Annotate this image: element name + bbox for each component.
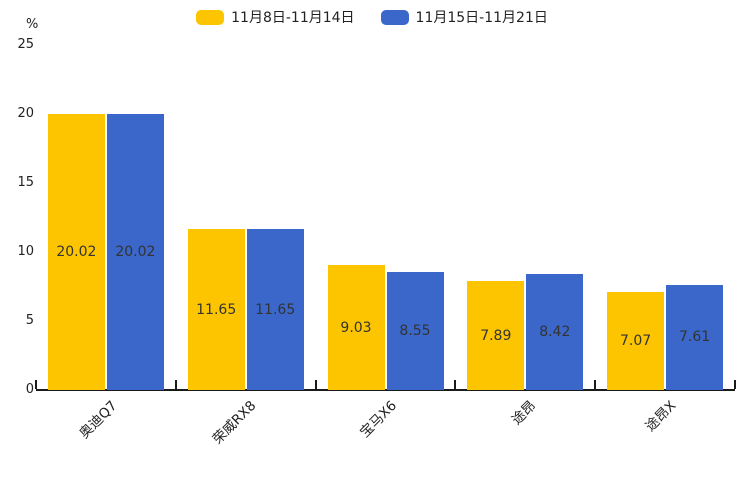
bar-series1-5[interactable]: 7.07 (607, 292, 665, 390)
y-tick-label: 0 (25, 382, 34, 397)
category-label: 奥迪Q7 (76, 397, 121, 442)
x-axis-tick (454, 380, 457, 389)
bar-series1-2[interactable]: 11.65 (187, 229, 245, 390)
bar-series2-2[interactable]: 11.65 (246, 229, 304, 390)
legend-label: 11月15日-11月21日 (415, 10, 548, 26)
bar-value-label: 7.61 (679, 329, 711, 346)
category-label: 荣威RX8 (210, 397, 260, 448)
x-axis-tick (35, 380, 37, 389)
bar-value-label: 7.07 (620, 333, 652, 350)
bar-series2-4[interactable]: 8.42 (526, 273, 584, 390)
x-axis-tick (174, 380, 177, 389)
x-axis-tick (594, 380, 597, 389)
category-label: 途昂X (642, 397, 680, 435)
y-tick-label: 25 (17, 37, 34, 52)
legend-swatch-icon (196, 9, 225, 25)
y-tick-label: 5 (25, 313, 34, 328)
bar-value-label: 20.02 (115, 243, 156, 260)
bar-series1-1[interactable]: 20.02 (47, 113, 105, 390)
x-axis-line (36, 389, 735, 391)
bar-series2-1[interactable]: 20.02 (106, 113, 164, 390)
x-axis-tick (314, 380, 317, 389)
bar-value-label: 9.03 (340, 319, 372, 336)
bar-value-label: 7.89 (480, 327, 512, 344)
bar-value-label: 20.02 (56, 243, 97, 260)
x-axis-tick (734, 380, 736, 389)
bar-series2-5[interactable]: 7.61 (666, 284, 724, 390)
chart-legend: 11月8日-11月14日 11月15日-11月21日 (0, 7, 744, 27)
legend-item[interactable]: 11月8日-11月14日 (196, 7, 355, 27)
category-label: 途昂 (509, 397, 540, 429)
y-tick-label: 15 (17, 175, 34, 190)
legend-swatch-icon (380, 9, 409, 25)
bar-value-label: 8.55 (399, 322, 431, 339)
bar-value-label: 11.65 (196, 301, 237, 318)
y-tick-label: 10 (17, 244, 34, 259)
bar-value-label: 8.42 (539, 323, 571, 340)
bar-series2-3[interactable]: 8.55 (386, 272, 444, 390)
y-axis-unit-label: % (26, 17, 39, 32)
category-label: 宝马X6 (356, 397, 400, 441)
legend-label: 11月8日-11月14日 (231, 10, 355, 26)
bar-value-label: 11.65 (255, 301, 296, 318)
bar-series1-3[interactable]: 9.03 (327, 265, 385, 390)
legend-item[interactable]: 11月15日-11月21日 (380, 7, 548, 27)
bar-series1-4[interactable]: 7.89 (467, 281, 525, 390)
y-tick-label: 20 (17, 106, 34, 121)
